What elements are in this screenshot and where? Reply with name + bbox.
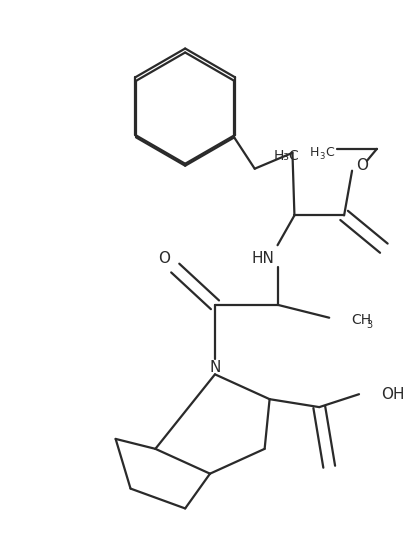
Text: O: O bbox=[356, 158, 368, 173]
Text: N: N bbox=[209, 360, 220, 375]
Text: H: H bbox=[310, 146, 319, 160]
Text: H₃C: H₃C bbox=[274, 149, 299, 163]
Text: HN: HN bbox=[251, 251, 274, 266]
Text: C: C bbox=[325, 146, 333, 160]
Text: 3: 3 bbox=[320, 152, 325, 161]
Text: OH: OH bbox=[381, 387, 404, 402]
Text: O: O bbox=[158, 251, 170, 266]
Text: 3: 3 bbox=[366, 320, 372, 329]
Text: CH: CH bbox=[351, 313, 371, 327]
